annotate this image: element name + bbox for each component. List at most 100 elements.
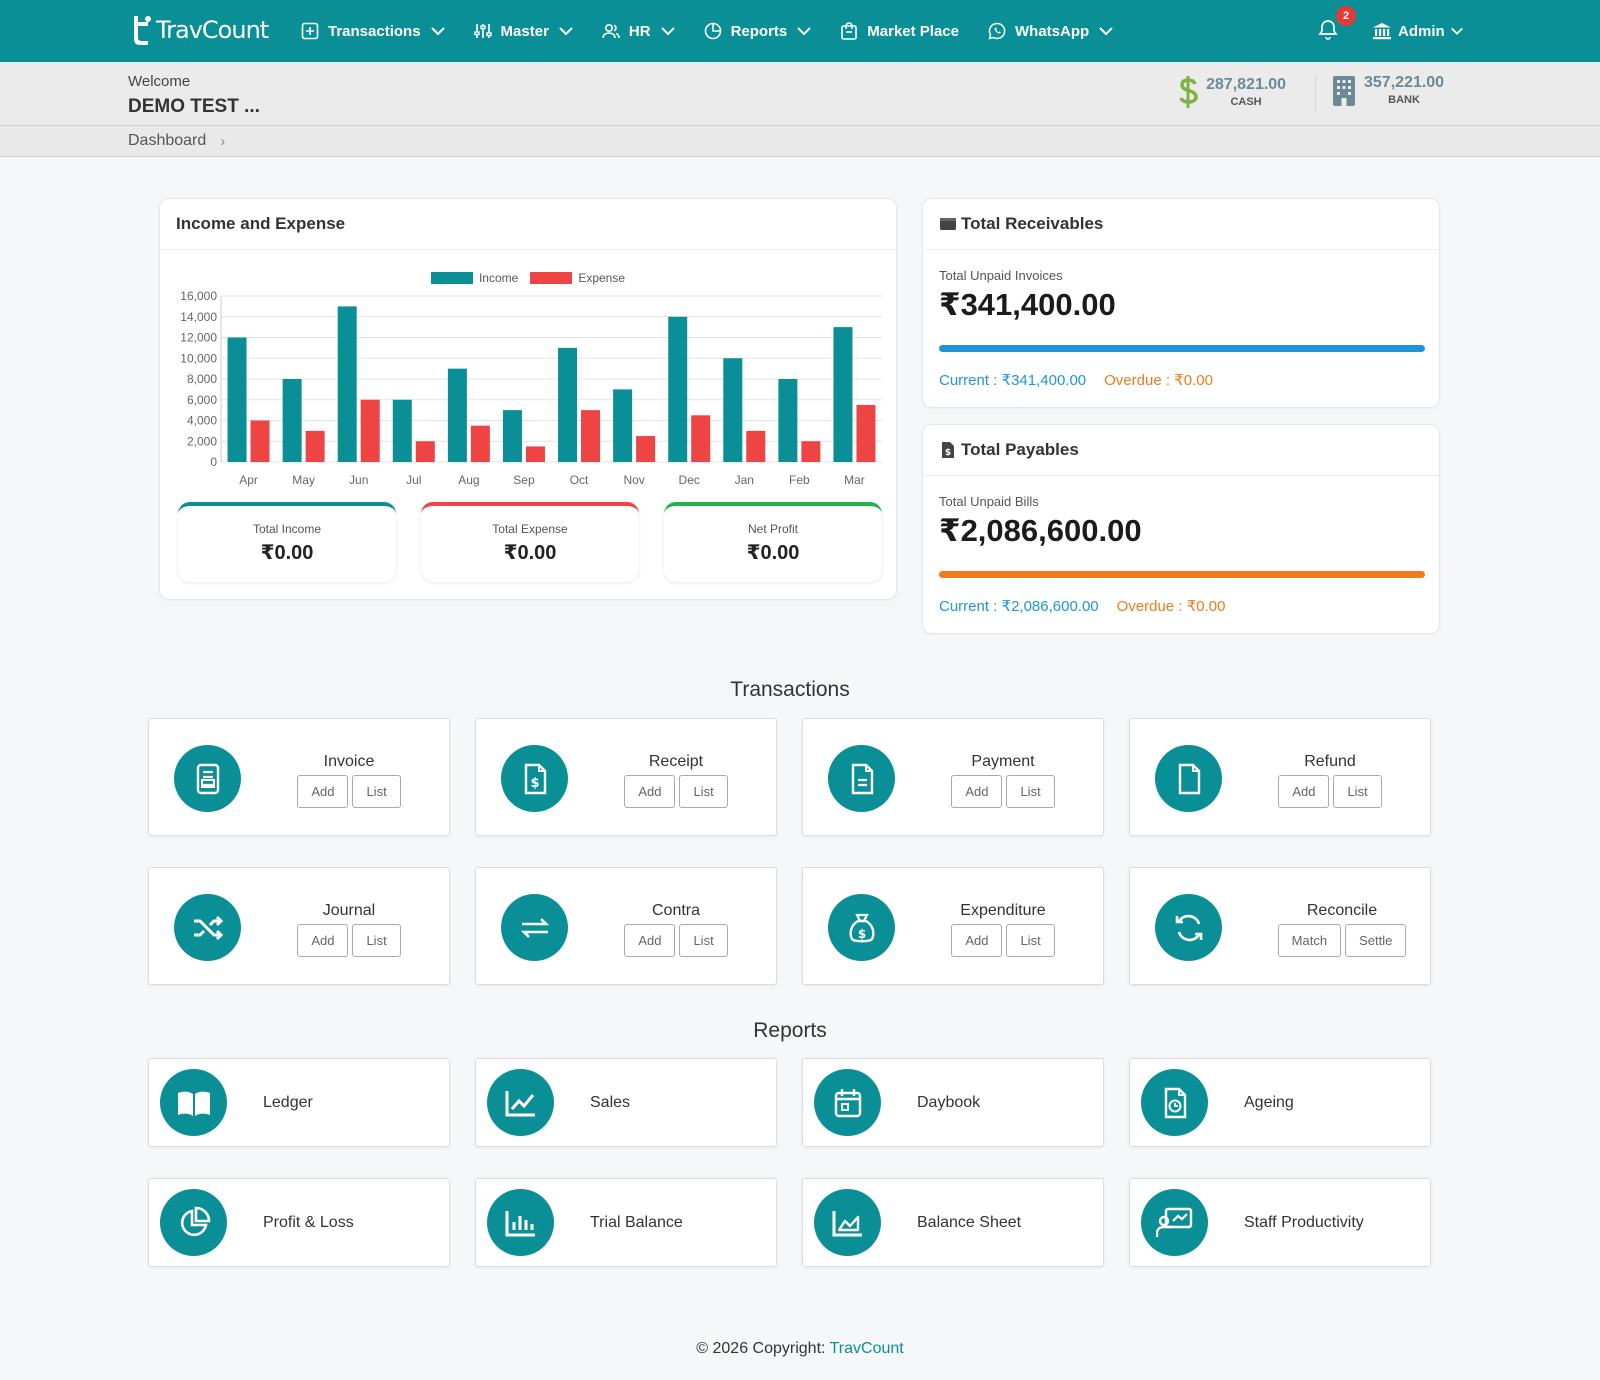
invoice-list-button[interactable]: List bbox=[352, 775, 401, 808]
receipt-list-button[interactable]: List bbox=[679, 775, 728, 808]
report-tile-profit-loss[interactable]: Profit & Loss bbox=[148, 1178, 450, 1267]
arrows-exchange-icon bbox=[501, 894, 568, 961]
y-tick-label: 10,000 bbox=[180, 351, 217, 365]
nav-master-label: Master bbox=[500, 22, 549, 40]
nav-transactions[interactable]: Transactions bbox=[300, 0, 447, 62]
receivables-current[interactable]: Current : ₹341,400.00 bbox=[939, 372, 1087, 389]
bar-income bbox=[447, 368, 467, 462]
report-tile-daybook[interactable]: Daybook bbox=[802, 1058, 1104, 1147]
money-bag-icon: $ bbox=[828, 894, 895, 961]
y-tick-label: 4,000 bbox=[187, 414, 217, 428]
cash-label: CASH bbox=[1230, 96, 1262, 108]
nav-hr[interactable]: HR bbox=[601, 0, 677, 62]
payables-title: Total Payables bbox=[961, 440, 1079, 459]
notifications-button[interactable] bbox=[1316, 18, 1340, 42]
invoice-icon bbox=[174, 745, 241, 812]
bar-income bbox=[392, 399, 412, 462]
report-tile-sales[interactable]: Sales bbox=[475, 1058, 777, 1147]
payment-add-button[interactable]: Add bbox=[951, 775, 1003, 808]
tile-actions: Match Settle bbox=[1242, 924, 1442, 957]
nav-reports[interactable]: Reports bbox=[703, 0, 814, 62]
total-expense-summary: Total Expense ₹0.00 bbox=[421, 502, 639, 582]
receivables-overdue[interactable]: Overdue : ₹0.00 bbox=[1104, 372, 1213, 389]
transaction-tile-refund: Refund Add List bbox=[1129, 718, 1431, 836]
total-income-value: ₹0.00 bbox=[260, 542, 314, 564]
total-expense-label: Total Expense bbox=[492, 522, 568, 536]
pie-chart-icon bbox=[160, 1189, 227, 1256]
report-tile-ledger[interactable]: Ledger bbox=[148, 1058, 450, 1147]
contra-add-button[interactable]: Add bbox=[624, 924, 676, 957]
report-name: Balance Sheet bbox=[917, 1214, 1022, 1231]
cash-amount: 287,821.00 bbox=[1206, 76, 1287, 93]
income-expense-chart: 0 2,000 4,000 6,000 8,000 10,000 12,000 14,000 1… bbox=[180, 289, 882, 487]
report-tile-trial-balance[interactable]: Trial Balance bbox=[475, 1178, 777, 1267]
refund-add-button[interactable]: Add bbox=[1278, 775, 1330, 808]
journal-add-button[interactable]: Add bbox=[297, 924, 349, 957]
chevron-down-icon bbox=[1450, 27, 1463, 35]
legend-expense[interactable]: Expense bbox=[530, 271, 625, 285]
bank-label: BANK bbox=[1388, 94, 1420, 106]
app-logo[interactable]: TravCount bbox=[128, 12, 269, 48]
total-receivables-card: Total Receivables Total Unpaid Invoices … bbox=[922, 198, 1440, 408]
nav-whatsapp[interactable]: WhatsApp bbox=[987, 0, 1115, 62]
bar-expense bbox=[801, 441, 821, 462]
y-tick-label: 16,000 bbox=[180, 289, 217, 303]
logo-text: TravCount bbox=[156, 16, 269, 44]
bar-expense bbox=[636, 436, 656, 462]
report-tile-staff-productivity[interactable]: Staff Productivity bbox=[1129, 1178, 1431, 1267]
bar-income bbox=[502, 410, 522, 462]
x-tick-label: Apr bbox=[239, 473, 258, 487]
user-name: DEMO TEST ... bbox=[128, 96, 260, 117]
breadcrumb-dashboard[interactable]: Dashboard bbox=[128, 132, 207, 149]
expenditure-add-button[interactable]: Add bbox=[951, 924, 1003, 957]
payables-overdue[interactable]: Overdue : ₹0.00 bbox=[1116, 598, 1226, 615]
report-name: Sales bbox=[590, 1094, 631, 1111]
x-tick-label: Mar bbox=[844, 473, 865, 487]
chevron-right-icon: › bbox=[220, 132, 226, 150]
plus-square-icon bbox=[301, 22, 319, 40]
tile-name: Payment bbox=[971, 753, 1035, 770]
receivables-footer: Current : ₹341,400.00 Overdue : ₹0.00 bbox=[939, 371, 1213, 389]
bar-expense bbox=[250, 420, 270, 462]
nav-menu: Transactions Master HR Reports Market Pl… bbox=[300, 0, 1115, 62]
y-tick-label: 6,000 bbox=[187, 393, 217, 407]
receipt-add-button[interactable]: Add bbox=[624, 775, 676, 808]
logo-mark-icon bbox=[128, 14, 154, 46]
report-name: Trial Balance bbox=[590, 1214, 683, 1231]
cash-balance: 287,821.00 CASH bbox=[1176, 74, 1286, 110]
reconcile-match-button[interactable]: Match bbox=[1277, 924, 1342, 957]
payables-footer: Current : ₹2,086,600.00 Overdue : ₹0.00 bbox=[939, 597, 1225, 615]
y-tick-label: 8,000 bbox=[187, 372, 217, 386]
bar-income bbox=[668, 316, 688, 462]
x-tick-label: May bbox=[292, 473, 315, 487]
expenditure-list-button[interactable]: List bbox=[1006, 924, 1055, 957]
bar-income bbox=[337, 306, 357, 462]
whatsapp-icon bbox=[988, 22, 1006, 40]
nav-whatsapp-label: WhatsApp bbox=[1015, 22, 1090, 40]
document-icon bbox=[828, 745, 895, 812]
payables-current[interactable]: Current : ₹2,086,600.00 bbox=[939, 598, 1099, 615]
total-income-label: Total Income bbox=[252, 522, 322, 536]
nav-market-place[interactable]: Market Place bbox=[839, 0, 959, 62]
bar-income bbox=[778, 379, 798, 462]
journal-list-button[interactable]: List bbox=[352, 924, 401, 957]
receivables-label: Total Unpaid Invoices bbox=[939, 268, 1063, 283]
breadcrumb-bar: Dashboard › bbox=[0, 125, 1600, 157]
nav-master[interactable]: Master bbox=[473, 0, 575, 62]
building-icon bbox=[1333, 76, 1355, 106]
footer-brand-link[interactable]: TravCount bbox=[829, 1340, 904, 1357]
refund-list-button[interactable]: List bbox=[1333, 775, 1382, 808]
report-tile-ageing[interactable]: Ageing bbox=[1129, 1058, 1431, 1147]
report-tile-balance-sheet[interactable]: Balance Sheet bbox=[802, 1178, 1104, 1267]
bar-income bbox=[558, 347, 578, 462]
legend-income[interactable]: Income bbox=[430, 271, 518, 285]
nav-reports-label: Reports bbox=[730, 22, 788, 40]
payment-list-button[interactable]: List bbox=[1006, 775, 1055, 808]
total-income-summary: Total Income ₹0.00 bbox=[178, 502, 396, 582]
contra-list-button[interactable]: List bbox=[679, 924, 728, 957]
reconcile-settle-button[interactable]: Settle bbox=[1345, 924, 1407, 957]
invoice-add-button[interactable]: Add bbox=[297, 775, 349, 808]
footer: © 2026 Copyright: TravCount bbox=[0, 1340, 1600, 1358]
report-name: Daybook bbox=[917, 1094, 981, 1111]
admin-menu[interactable]: Admin bbox=[1372, 18, 1465, 44]
